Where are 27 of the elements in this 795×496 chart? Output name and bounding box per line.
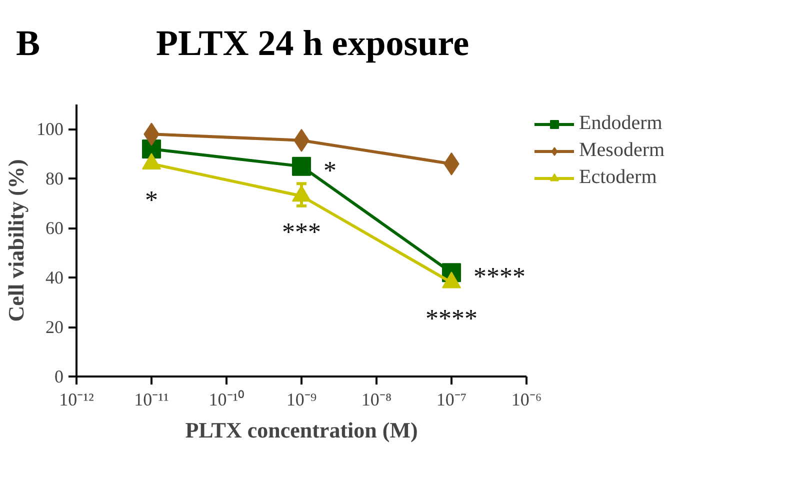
legend-label: Ectoderm [579,166,657,189]
y-tick-label: 20 [46,317,64,338]
y-tick-label: 100 [36,119,64,140]
y-tick-label: 0 [54,366,64,386]
legend-label: Endoderm [579,112,662,135]
y-tick-label: 80 [46,168,64,189]
annotation: * [145,185,158,214]
y-tick-label: 40 [46,268,64,288]
annotation: **** [474,262,526,292]
annotation: * [324,156,336,185]
x-tick-label: 10⁻¹² [59,390,94,410]
point [442,272,461,288]
annotation: **** [426,304,478,334]
x-tick-label: 10⁻⁷ [436,390,467,410]
y-tick-label: 60 [46,218,64,238]
chart-title: PLTX 24 h exposure [156,22,470,65]
annotation: *** [282,217,321,246]
x-tick-label: 10⁻⁹ [286,390,317,410]
x-tick-label: 10⁻⁶ [511,390,542,410]
x-axis-title: PLTX concentration (M) [185,418,418,442]
x-tick-label: 10⁻¹¹ [134,390,169,410]
y-axis-title: Cell viability (%) [4,159,28,322]
x-tick-label: 10⁻⁸ [361,390,392,410]
legend-label: Mesoderm [579,139,665,162]
x-tick-label: 10⁻¹⁰ [208,390,244,410]
point [292,156,311,176]
chart-subtitle: B [16,22,40,65]
